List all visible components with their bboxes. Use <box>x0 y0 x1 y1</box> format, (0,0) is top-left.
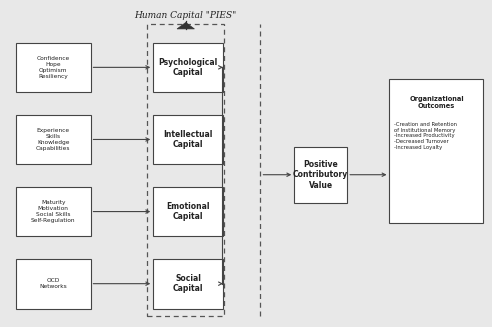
Text: Experience
Skills
Knowledge
Capabilities: Experience Skills Knowledge Capabilities <box>36 128 70 151</box>
Text: Human Capital "PIES": Human Capital "PIES" <box>135 11 237 20</box>
Text: Organizational
Outcomes: Organizational Outcomes <box>409 96 464 109</box>
Text: -Creation and Retention
of Institutional Memory
-Increased Productivity
-Decreas: -Creation and Retention of Institutional… <box>394 122 457 150</box>
FancyBboxPatch shape <box>390 78 484 223</box>
FancyBboxPatch shape <box>16 187 91 236</box>
Text: Psychological
Capital: Psychological Capital <box>158 58 218 77</box>
FancyBboxPatch shape <box>16 43 91 92</box>
Text: Emotional
Capital: Emotional Capital <box>166 202 210 221</box>
Text: Social
Capital: Social Capital <box>173 274 203 293</box>
Text: OCD
Networks: OCD Networks <box>39 278 67 289</box>
FancyBboxPatch shape <box>16 259 91 308</box>
Polygon shape <box>177 23 194 29</box>
FancyBboxPatch shape <box>153 43 223 92</box>
FancyBboxPatch shape <box>16 115 91 164</box>
FancyBboxPatch shape <box>153 187 223 236</box>
Text: Intellectual
Capital: Intellectual Capital <box>163 130 213 149</box>
Bar <box>147 24 224 316</box>
Text: Maturity
Motivation
Social Skills
Self-Regulation: Maturity Motivation Social Skills Self-R… <box>31 200 75 223</box>
Text: Positive
Contributory
Value: Positive Contributory Value <box>293 160 348 190</box>
FancyBboxPatch shape <box>153 259 223 308</box>
FancyBboxPatch shape <box>294 147 347 203</box>
FancyBboxPatch shape <box>153 115 223 164</box>
Text: Confidence
Hope
Optimism
Resiliency: Confidence Hope Optimism Resiliency <box>36 56 70 78</box>
